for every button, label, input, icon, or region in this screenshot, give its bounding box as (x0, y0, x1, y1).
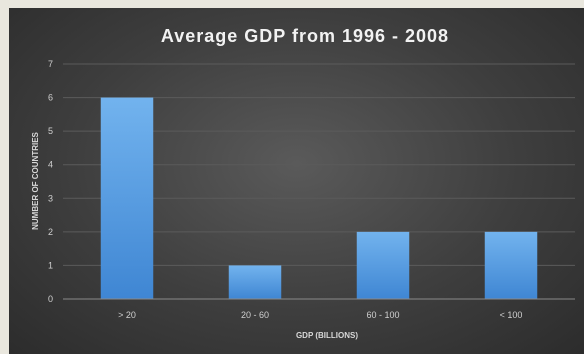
y-tick-label: 7 (48, 59, 53, 69)
x-axis-ticks: > 20 20 - 60 60 - 100 < 100 (118, 310, 522, 320)
bar (356, 231, 410, 299)
x-tick-label: < 100 (500, 310, 523, 320)
y-tick-label: 2 (48, 227, 53, 237)
y-axis-ticks: 0 1 2 3 4 5 6 7 (48, 59, 53, 304)
y-tick-label: 4 (48, 160, 53, 170)
x-tick-label: 60 - 100 (366, 310, 399, 320)
chart-title: Average GDP from 1996 - 2008 (161, 26, 449, 46)
bars (100, 97, 538, 299)
x-tick-label: 20 - 60 (241, 310, 269, 320)
y-tick-label: 5 (48, 126, 53, 136)
y-tick-label: 3 (48, 193, 53, 203)
x-axis-label: GDP (BILLIONS) (296, 331, 358, 340)
bar (100, 97, 154, 299)
y-axis-label: NUMBER OF COUNTRIES (31, 131, 40, 229)
y-tick-label: 0 (48, 294, 53, 304)
y-tick-label: 6 (48, 93, 53, 103)
bar (484, 231, 538, 299)
x-tick-label: > 20 (118, 310, 136, 320)
bar (228, 265, 282, 299)
y-tick-label: 1 (48, 260, 53, 270)
